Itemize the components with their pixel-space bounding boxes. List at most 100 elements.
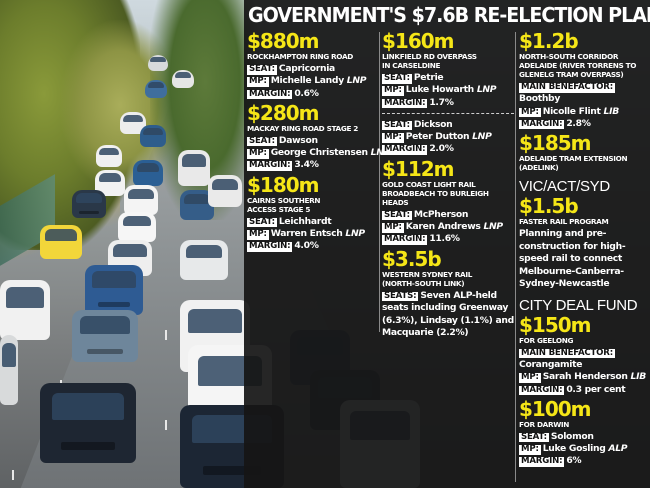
margin-row: MARGIN: 11.6% xyxy=(382,233,514,245)
seat-label: SEAT: xyxy=(247,64,277,75)
column-queensland-nsw: $160m LINKFIELD RD OVERPASS IN CARSELDIN… xyxy=(382,30,514,340)
margin-row: MARGIN: 2.0% xyxy=(382,143,514,156)
project-block: $1.5b FASTER RAIL PROGRAM Planning and p… xyxy=(519,195,650,291)
project-name: WESTERN SYDNEY RAIL (NORTH-SOUTH LINK) xyxy=(382,269,473,288)
project-name: FOR GEELONG xyxy=(519,335,574,345)
seat-row: SEAT: Leichhardt xyxy=(247,216,375,228)
funding-amount: $880m xyxy=(247,29,320,53)
margin-row: MARGIN: 3.4% xyxy=(247,159,375,172)
benefactor-label: MAIN BENEFACTOR: xyxy=(519,347,615,359)
seat-value: McPherson xyxy=(413,208,469,220)
margin-label: MARGIN: xyxy=(519,118,565,130)
column-divider xyxy=(515,32,516,482)
car xyxy=(0,280,50,340)
seat-label: SEAT: xyxy=(382,119,412,131)
region-heading-vic-act-syd: VIC/ACT/SYD xyxy=(519,178,610,196)
party-value: LNP xyxy=(483,221,503,233)
mp-value: George Christensen xyxy=(270,147,368,159)
lane-marking xyxy=(12,470,14,480)
margin-value: 6% xyxy=(566,455,582,467)
margin-value: 2.8% xyxy=(566,117,591,129)
seat-value: Leichhardt xyxy=(278,215,332,227)
margin-value: 0.6% xyxy=(294,87,319,99)
funding-amount: $280m xyxy=(247,100,320,125)
benefactor-label: MAIN BENEFACTOR: xyxy=(519,82,615,93)
mp-value: Sarah Henderson xyxy=(542,371,628,383)
seats-description: SEATS: Seven ALP-held seats including Gre… xyxy=(382,290,514,340)
seat-label: SEAT: xyxy=(382,73,412,84)
funding-amount: $185m xyxy=(519,131,592,156)
project-name: ADELAIDE TRAM EXTENSION (ADELINK) xyxy=(519,154,628,173)
funding-amount: $100m xyxy=(519,396,592,421)
seat-label: SEAT: xyxy=(382,209,412,221)
funding-amount: $180m xyxy=(247,172,320,197)
margin-row: MARGIN: 6% xyxy=(519,455,650,468)
margin-row: MARGIN: 0.6% xyxy=(247,88,375,100)
seat-value: Solomon xyxy=(550,430,594,442)
mp-label: MP: xyxy=(519,444,541,455)
margin-label: MARGIN: xyxy=(247,241,293,252)
car xyxy=(145,80,167,98)
mp-label: MP: xyxy=(247,229,269,240)
funding-amount: $160m xyxy=(382,29,455,53)
party-value: LNP xyxy=(346,75,367,87)
project-block: $100m FOR DARWIN SEAT: Solomon MP: Luke Go… xyxy=(519,398,650,468)
project-name: LINKFIELD RD OVERPASS IN CARSELDINE xyxy=(382,52,477,70)
headline: GOVERNMENT'S $7.6B RE-ELECTION PLAN xyxy=(248,3,650,27)
benefactor-value: Corangamite xyxy=(519,358,583,370)
car xyxy=(124,185,158,215)
margin-value: 4.0% xyxy=(294,240,319,252)
project-block: $150m FOR GEELONG MAIN BENEFACTOR: Coran… xyxy=(519,314,650,396)
seat-label: SEAT: xyxy=(247,216,277,228)
seat-row: SEAT: Solomon xyxy=(519,431,650,443)
seat-label: SEAT: xyxy=(247,135,277,147)
seat-label: SEAT: xyxy=(519,431,549,443)
margin-label: MARGIN: xyxy=(382,144,428,156)
margin-label: MARGIN: xyxy=(247,88,293,100)
project-block: $880m ROCKHAMPTON RING ROAD SEAT: Caprico… xyxy=(247,30,375,100)
lane-marking xyxy=(165,330,167,340)
project-name: MACKAY RING ROAD STAGE 2 xyxy=(247,123,359,133)
car xyxy=(120,112,146,134)
party-value: LNP xyxy=(476,84,497,96)
margin-label: MARGIN: xyxy=(519,384,565,396)
seat-value: Petrie xyxy=(413,72,444,83)
mp-value: Luke Gosling xyxy=(542,443,606,455)
car xyxy=(208,175,242,207)
truck xyxy=(178,150,210,186)
car xyxy=(85,265,143,315)
mp-row: MP: Sarah Henderson LIB xyxy=(519,371,650,383)
car xyxy=(180,240,228,280)
benefactor-row: MAIN BENEFACTOR: xyxy=(519,347,650,359)
car xyxy=(72,310,138,362)
margin-row: MARGIN: 2.8% xyxy=(519,118,650,130)
sedan xyxy=(40,383,136,463)
party-value: LNP xyxy=(370,147,391,159)
seat-value: Capricornia xyxy=(278,63,335,74)
mp-row: MP: Karen Andrews LNP xyxy=(382,221,514,233)
mp-value: Michelle Landy xyxy=(270,75,345,87)
seats-label: SEATS: xyxy=(382,290,419,302)
seat-row: SEAT: Dickson xyxy=(382,119,514,131)
info-panel xyxy=(244,0,650,488)
margin-row: MARGIN: 4.0% xyxy=(247,240,375,252)
mp-row: MP: Peter Dutton LNP xyxy=(382,131,514,143)
car xyxy=(96,145,122,167)
margin-label: MARGIN: xyxy=(519,456,565,468)
project-name: ROCKHAMPTON RING ROAD xyxy=(247,52,353,61)
funding-amount: $112m xyxy=(382,156,455,181)
column-sa-vic-nt: $1.2b NORTH-SOUTH CORRIDOR ADELAIDE (RIV… xyxy=(519,30,650,468)
margin-value: 2.0% xyxy=(429,143,454,155)
seat-row: SEAT: Petrie xyxy=(382,72,514,84)
project-block: $160m LINKFIELD RD OVERPASS IN CARSELDIN… xyxy=(382,30,514,156)
mp-label: MP: xyxy=(247,76,269,87)
car xyxy=(133,160,163,186)
car xyxy=(118,212,156,242)
project-name: CAIRNS SOUTHERN ACCESS STAGE 5 xyxy=(247,195,321,214)
car xyxy=(0,335,18,405)
seat-row: SEAT: McPherson xyxy=(382,209,514,221)
benefactor-value: Boothby xyxy=(519,93,561,105)
car xyxy=(148,55,168,71)
seat-value: Dawson xyxy=(278,134,318,146)
mp-value: Warren Entsch xyxy=(270,228,343,240)
